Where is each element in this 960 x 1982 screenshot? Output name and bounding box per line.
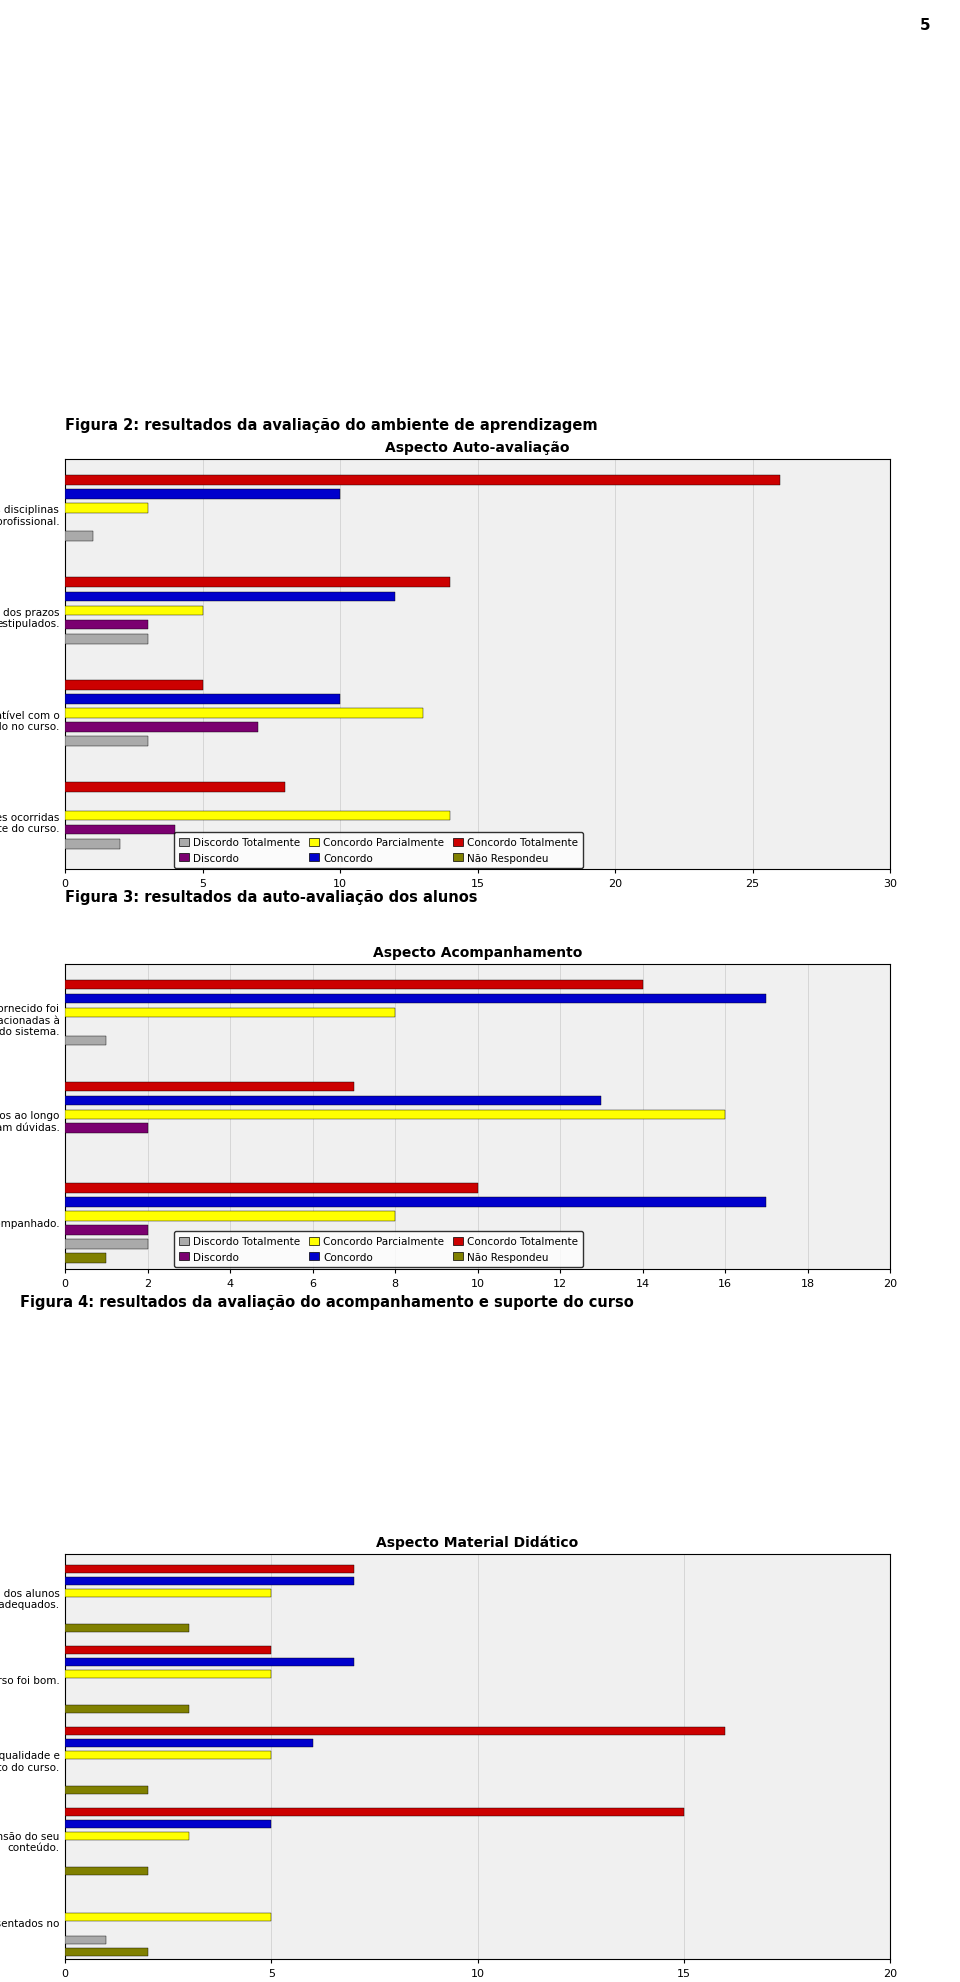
Bar: [65, 1253, 107, 1263]
Bar: [65, 1183, 477, 1193]
Bar: [65, 1705, 189, 1712]
Bar: [65, 1590, 272, 1597]
Bar: [65, 1726, 725, 1734]
Bar: [65, 1197, 766, 1207]
Bar: [65, 490, 340, 499]
Bar: [65, 1225, 148, 1235]
Title: Aspecto Material Didático: Aspecto Material Didático: [376, 1534, 579, 1548]
Bar: [65, 531, 92, 541]
Bar: [65, 1913, 272, 1921]
Bar: [65, 737, 148, 747]
Bar: [65, 620, 148, 630]
Text: Figura 2: resultados da avaliação do ambiente de aprendizagem: Figura 2: resultados da avaliação do amb…: [65, 418, 598, 432]
Bar: [65, 811, 450, 821]
Bar: [65, 1096, 601, 1106]
Text: Figura 3: resultados da auto-avaliação dos alunos: Figura 3: resultados da auto-avaliação d…: [65, 890, 477, 904]
Legend: Discordo Totalmente, Discordo, Concordo Parcialmente, Concordo, Concordo Totalme: Discordo Totalmente, Discordo, Concordo …: [174, 1231, 584, 1266]
Bar: [65, 1110, 725, 1120]
Bar: [65, 680, 203, 690]
Bar: [65, 1786, 148, 1794]
Bar: [65, 1738, 313, 1746]
Bar: [65, 1819, 272, 1827]
Bar: [65, 1669, 272, 1679]
Text: Figura 4: resultados da avaliação do acompanhamento e suporte do curso: Figura 4: resultados da avaliação do aco…: [20, 1294, 634, 1310]
Bar: [65, 1082, 353, 1092]
Bar: [65, 1037, 107, 1046]
Legend: Discordo Totalmente, Discordo, Concordo Parcialmente, Concordo, Concordo Totalme: Discordo Totalmente, Discordo, Concordo …: [174, 832, 584, 868]
Bar: [65, 1657, 353, 1667]
Bar: [65, 981, 642, 989]
Bar: [65, 1009, 395, 1019]
Bar: [65, 825, 175, 834]
Bar: [65, 1239, 148, 1249]
Bar: [65, 1625, 189, 1633]
Bar: [65, 1566, 353, 1574]
Bar: [65, 1211, 395, 1221]
Bar: [65, 1948, 148, 1956]
Bar: [65, 995, 766, 1005]
Title: Aspecto Auto-avaliação: Aspecto Auto-avaliação: [385, 440, 569, 454]
Bar: [65, 723, 257, 733]
Bar: [65, 1578, 353, 1586]
Bar: [65, 634, 148, 644]
Bar: [65, 593, 395, 603]
Bar: [65, 1808, 684, 1816]
Bar: [65, 783, 285, 793]
Bar: [65, 710, 422, 719]
Bar: [65, 696, 340, 704]
Bar: [65, 606, 203, 616]
Title: Aspecto Acompanhamento: Aspecto Acompanhamento: [372, 945, 582, 959]
Bar: [65, 1867, 148, 1875]
Bar: [65, 476, 780, 486]
Bar: [65, 1936, 107, 1944]
Bar: [65, 840, 120, 848]
Bar: [65, 1750, 272, 1758]
Bar: [65, 1124, 148, 1134]
Text: 5: 5: [920, 18, 930, 34]
Bar: [65, 1831, 189, 1839]
Bar: [65, 579, 450, 589]
Bar: [65, 503, 148, 513]
Bar: [65, 1647, 272, 1655]
